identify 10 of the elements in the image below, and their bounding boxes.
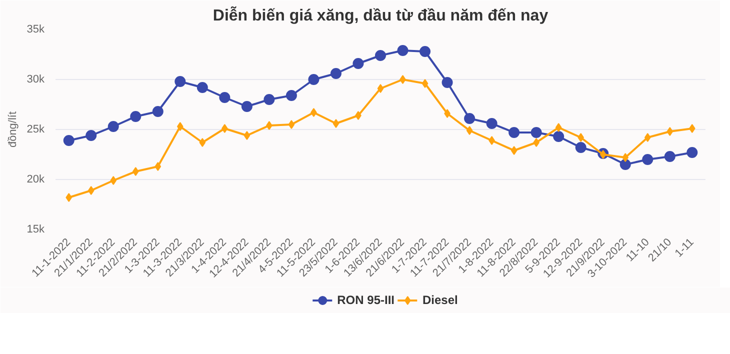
y-tick-label: 25k <box>26 124 45 136</box>
y-tick-label: 15k <box>26 224 45 236</box>
y-axis-title: đồng/lít <box>6 111 19 148</box>
x-tick-label: 1-11 <box>672 236 696 260</box>
y-tick-label: 35k <box>26 24 45 36</box>
y-tick-label: 30k <box>26 74 45 86</box>
legend-label: RON 95-III <box>337 293 394 307</box>
legend-label: Diesel <box>422 293 458 307</box>
chart-title: Diễn biến giá xăng, dầu từ đầu năm đến nay <box>212 6 548 24</box>
y-tick-label: 20k <box>26 174 45 186</box>
